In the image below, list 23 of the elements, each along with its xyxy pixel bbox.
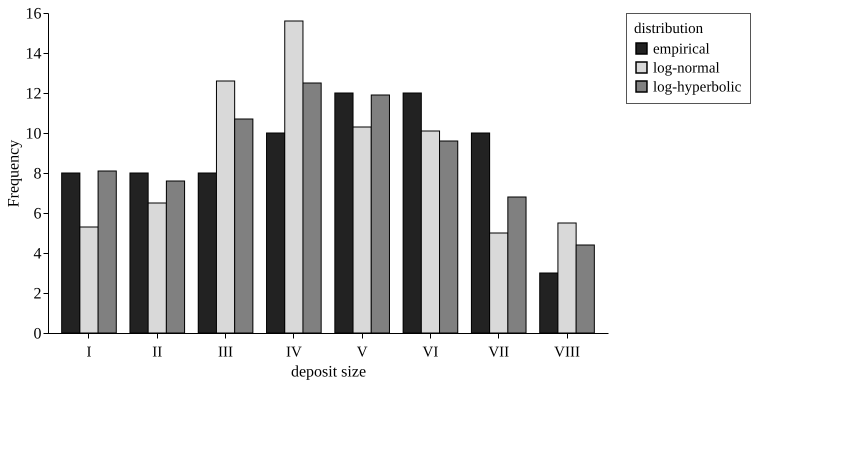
legend-label: empirical <box>653 42 710 58</box>
y-tick-label: 8 <box>34 166 42 182</box>
x-tick-label: VIII <box>554 344 580 360</box>
legend-label: log-normal <box>653 60 720 76</box>
y-tick-label: 14 <box>26 46 42 62</box>
y-tick-label: 12 <box>26 86 42 102</box>
y-tick-label: 16 <box>26 6 42 22</box>
y-tick-label: 2 <box>34 286 42 302</box>
y-tick-label: 10 <box>26 126 42 142</box>
y-tick-label: 4 <box>34 246 42 262</box>
y-tick-label: 6 <box>34 206 42 222</box>
x-tick-label: I <box>86 344 92 360</box>
legend-title: distribution <box>634 21 704 37</box>
x-tick-label: VI <box>422 344 438 360</box>
y-tick-label: 0 <box>34 326 42 342</box>
legend-label: log-hyperbolic <box>653 80 742 96</box>
x-tick-label: IV <box>286 344 302 360</box>
x-tick-label: V <box>356 344 368 360</box>
x-tick-label: III <box>218 344 234 360</box>
y-axis-title: Frequency <box>6 140 22 208</box>
x-tick-label: VII <box>488 344 510 360</box>
x-tick-label: II <box>152 344 162 360</box>
x-axis-title: deposit size <box>290 364 366 380</box>
